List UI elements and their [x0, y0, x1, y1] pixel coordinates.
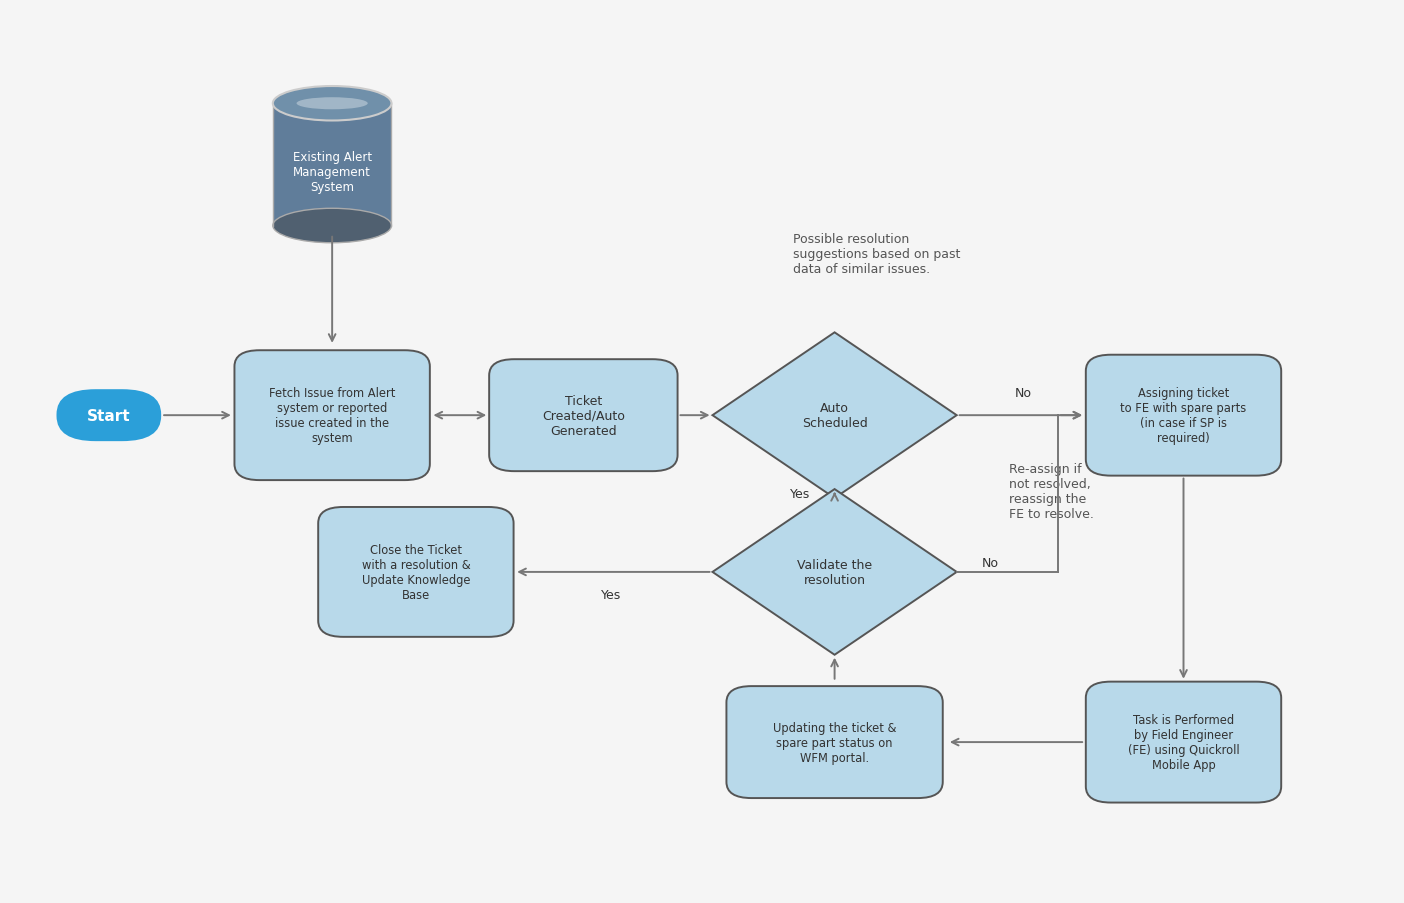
Polygon shape — [712, 333, 956, 498]
FancyBboxPatch shape — [726, 686, 942, 798]
Text: Yes: Yes — [601, 588, 622, 601]
FancyBboxPatch shape — [56, 390, 161, 442]
FancyBboxPatch shape — [1085, 682, 1282, 803]
Text: Task is Performed
by Field Engineer
(FE) using Quickroll
Mobile App: Task is Performed by Field Engineer (FE)… — [1127, 713, 1240, 771]
Text: Ticket
Created/Auto
Generated: Ticket Created/Auto Generated — [542, 395, 625, 437]
Bar — [272, 104, 392, 227]
Text: Start: Start — [87, 408, 131, 424]
FancyBboxPatch shape — [319, 507, 514, 638]
Text: Updating the ticket &
spare part status on
WFM portal.: Updating the ticket & spare part status … — [772, 721, 896, 764]
Ellipse shape — [296, 98, 368, 110]
Text: Validate the
resolution: Validate the resolution — [797, 558, 872, 586]
Text: Auto
Scheduled: Auto Scheduled — [802, 402, 868, 430]
Text: Fetch Issue from Alert
system or reported
issue created in the
system: Fetch Issue from Alert system or reporte… — [270, 386, 396, 444]
Text: Possible resolution
suggestions based on past
data of similar issues.: Possible resolution suggestions based on… — [793, 233, 960, 276]
Polygon shape — [712, 489, 956, 655]
Text: Existing Alert
Management
System: Existing Alert Management System — [292, 151, 372, 194]
Text: No: No — [981, 557, 998, 570]
FancyBboxPatch shape — [1085, 355, 1282, 476]
Ellipse shape — [272, 209, 392, 244]
FancyBboxPatch shape — [234, 351, 430, 480]
Text: Assigning ticket
to FE with spare parts
(in case if SP is
required): Assigning ticket to FE with spare parts … — [1120, 386, 1247, 444]
Text: Close the Ticket
with a resolution &
Update Knowledge
Base: Close the Ticket with a resolution & Upd… — [361, 544, 470, 601]
Text: No: No — [1015, 386, 1032, 400]
Ellipse shape — [272, 87, 392, 121]
Text: Yes: Yes — [789, 488, 810, 500]
FancyBboxPatch shape — [489, 359, 678, 471]
Text: Re-assign if
not resolved,
reassign the
FE to resolve.: Re-assign if not resolved, reassign the … — [1009, 463, 1094, 521]
